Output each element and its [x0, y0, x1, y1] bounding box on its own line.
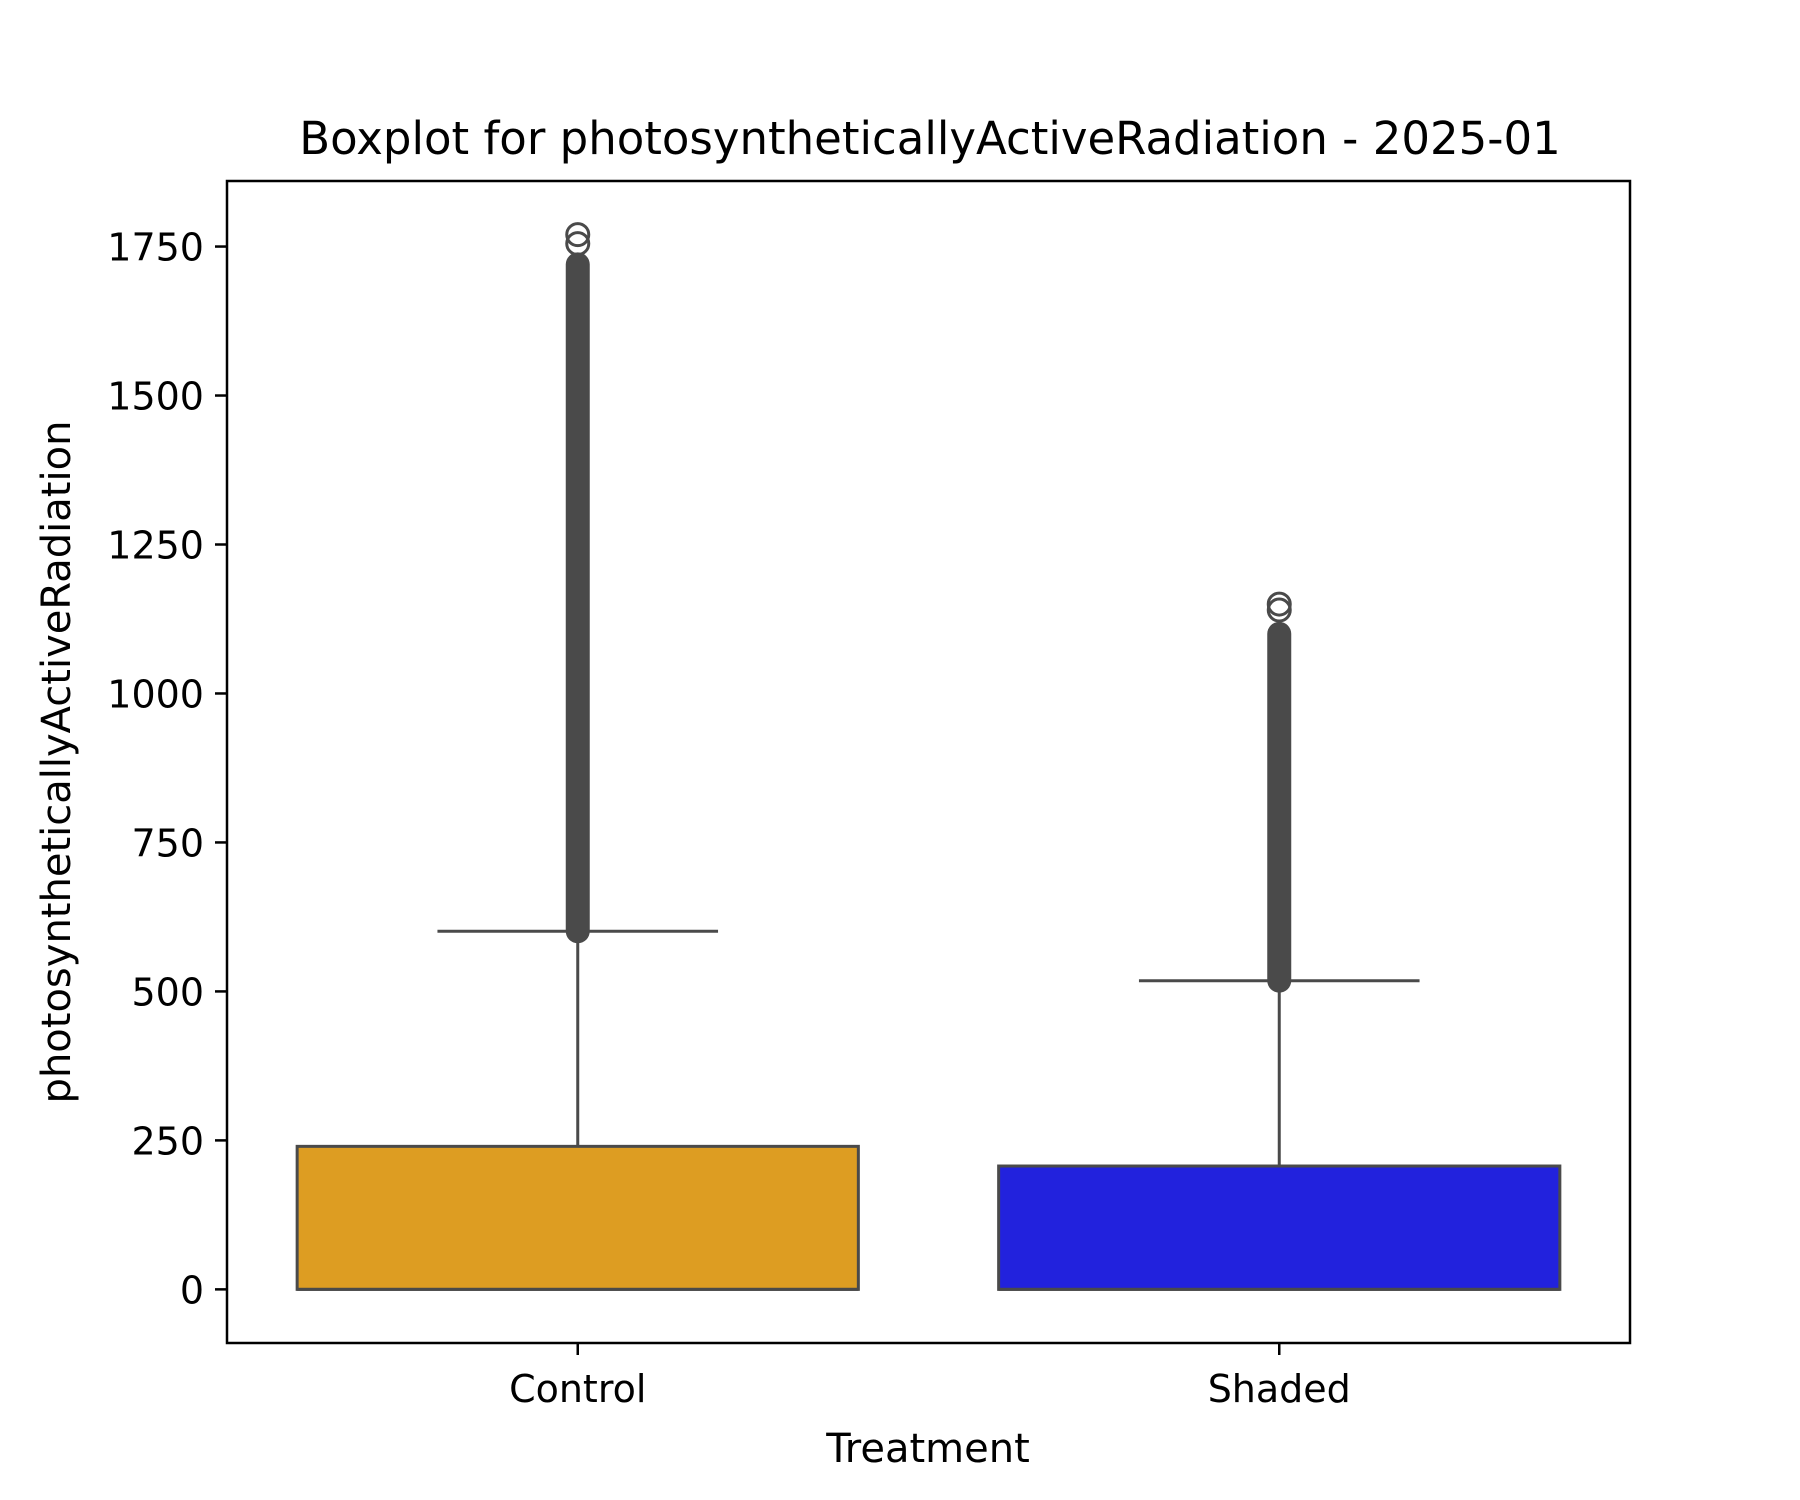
x-axis: Control Shaded [509, 1343, 1351, 1411]
y-tick-label: 1750 [107, 226, 204, 270]
outlier-point-control [565, 222, 591, 248]
box-control [295, 1144, 860, 1291]
x-tick-label: Shaded [1208, 1367, 1351, 1411]
y-tick-label: 500 [131, 970, 204, 1014]
y-tick-label: 750 [131, 821, 204, 865]
outlier-point-shaded [1266, 591, 1292, 617]
y-tick-label: 1250 [107, 523, 204, 567]
x-tick-label: Control [509, 1367, 646, 1411]
axes-frame [225, 179, 1632, 1345]
y-tick-label: 0 [180, 1268, 204, 1312]
y-tick-label: 1500 [107, 375, 204, 419]
y-axis-label: photosyntheticallyActiveRadiation [34, 421, 80, 1104]
outlier-point-control [565, 231, 591, 257]
y-tick-label: 250 [131, 1119, 204, 1163]
x-axis-label: Treatment [825, 1426, 1030, 1472]
outlier-point-shaded [1266, 597, 1292, 623]
y-axis: 0 250 500 750 1000 1250 1500 1750 [107, 226, 227, 1312]
chart-title: Boxplot for photosyntheticallyActiveRadi… [299, 112, 1560, 165]
plot-area [295, 222, 1562, 1291]
y-tick-label: 1000 [107, 672, 204, 716]
box-shaded [997, 1164, 1562, 1291]
